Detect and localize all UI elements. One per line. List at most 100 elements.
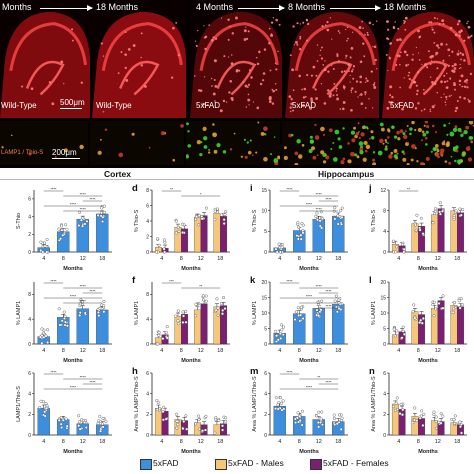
y-tick-label: 0 <box>28 250 31 256</box>
zoom-dot <box>368 137 371 140</box>
plaque-dot <box>359 81 362 84</box>
zoom-dot <box>448 161 452 165</box>
data-point <box>276 407 280 411</box>
plaque-dot <box>406 53 409 57</box>
y-tick-label: 6 <box>146 371 149 377</box>
zoom-dot <box>411 121 415 125</box>
zoom-dot <box>325 155 330 160</box>
time-arrow-right-1 <box>238 5 285 11</box>
plaque-dot <box>442 22 445 26</box>
plaque-dot <box>459 63 461 66</box>
brain-5xfad-8mo-image <box>285 11 379 118</box>
data-point <box>332 416 336 420</box>
plaque-dot <box>235 70 239 73</box>
zoom-dot <box>440 148 445 153</box>
plaque-dot <box>293 44 295 46</box>
data-point <box>204 414 208 418</box>
plaque-dot <box>443 64 446 67</box>
bar <box>161 411 169 436</box>
plaque-dot <box>391 95 394 99</box>
zoom-dot <box>294 151 299 156</box>
plaque-dot <box>270 21 274 24</box>
data-point <box>434 426 438 430</box>
x-tick-label: 18 <box>454 439 460 445</box>
data-point <box>194 422 198 426</box>
zoom-image-1 <box>1 134 84 159</box>
x-tick-label: 12 <box>80 439 86 445</box>
plaque-dot <box>389 41 393 45</box>
plaque-dot <box>210 77 213 80</box>
zoom-dot <box>382 142 385 145</box>
plaque-dot <box>438 23 441 25</box>
x-tick-label: 18 <box>454 256 460 262</box>
zoom-dot <box>468 121 474 125</box>
data-point <box>46 340 50 344</box>
plaque-dot <box>246 86 249 88</box>
zoom-dot <box>448 122 451 125</box>
zoom-dot <box>356 155 360 159</box>
data-point <box>177 322 181 326</box>
zoom-dot <box>414 147 417 150</box>
data-point <box>460 303 464 307</box>
data-point <box>340 206 344 210</box>
plaque-dot <box>292 109 295 112</box>
zoom-dot <box>371 136 375 140</box>
plaque-dot <box>243 38 247 41</box>
data-point <box>222 296 226 300</box>
data-point <box>101 417 105 421</box>
data-point <box>401 243 405 247</box>
zoom-dot <box>360 132 365 137</box>
data-point <box>102 310 106 314</box>
zoom-dot <box>380 127 385 132</box>
data-point <box>414 228 418 232</box>
zoom-dot <box>430 150 433 153</box>
data-point <box>333 299 337 303</box>
x-tick-label: 12 <box>316 439 322 445</box>
zoom-dot <box>366 127 369 130</box>
data-point <box>317 425 321 429</box>
data-point <box>65 424 69 428</box>
plaque-dot <box>255 56 258 59</box>
plaque-dot <box>292 25 295 28</box>
data-point <box>96 421 100 425</box>
data-point <box>62 310 66 314</box>
data-point <box>44 334 48 338</box>
zoom-dot <box>97 150 102 155</box>
data-point <box>44 406 48 410</box>
data-point <box>84 426 88 430</box>
data-point <box>176 423 180 427</box>
zoom-dot <box>263 126 268 132</box>
plaque-dot <box>270 33 273 35</box>
zoom-dot <box>160 131 165 136</box>
data-point <box>276 403 280 407</box>
zoom-dot <box>387 136 390 139</box>
plaque-dot <box>431 105 435 109</box>
zoom-dot <box>363 125 367 129</box>
data-point <box>278 396 282 400</box>
plaque-dot <box>420 109 423 112</box>
zoom-dot <box>354 153 358 157</box>
panel-label-5xfad-1: 5xFAD <box>196 101 221 110</box>
data-point <box>223 307 227 311</box>
data-point <box>401 329 405 333</box>
plaque-dot <box>368 21 372 25</box>
zoom-dot <box>323 133 326 136</box>
plaque-dot <box>354 90 357 93</box>
zoom-dot <box>207 151 211 154</box>
data-point <box>194 314 198 318</box>
data-point <box>437 420 441 424</box>
zoom-dot <box>452 127 458 133</box>
plaque-dot <box>437 46 440 49</box>
plaque-dot <box>398 38 402 41</box>
zoom-dot <box>260 131 265 136</box>
zoom-dot <box>244 155 248 159</box>
data-point <box>65 324 69 328</box>
plaque-dot <box>327 70 330 73</box>
data-point <box>201 429 205 433</box>
data-point <box>39 240 43 244</box>
zoom-dot <box>441 141 446 146</box>
data-point <box>46 328 50 332</box>
plaque-dot <box>445 104 447 106</box>
plaque-dot <box>445 86 449 89</box>
